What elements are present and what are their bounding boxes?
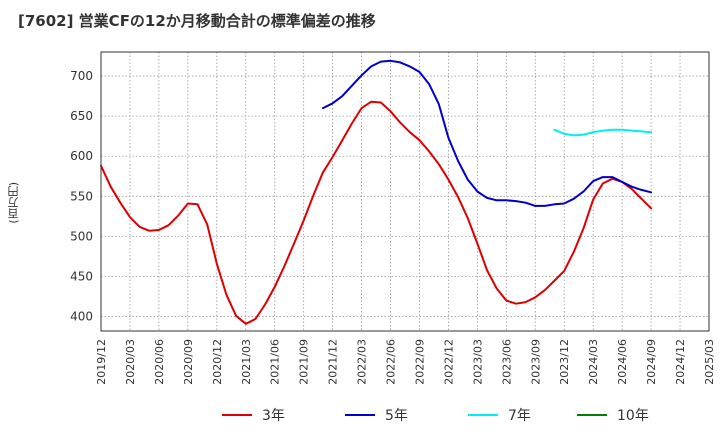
x-tick-label: 2020/03 (124, 339, 137, 385)
legend-swatch (468, 414, 498, 416)
x-tick-label: 2022/09 (413, 339, 426, 385)
x-tick-label: 2023/12 (558, 339, 571, 385)
x-tick-label: 2024/12 (674, 339, 687, 385)
legend-item: 10年 (577, 404, 649, 426)
y-tick-label: 450 (70, 269, 93, 283)
x-tick-label: 2025/03 (703, 339, 716, 385)
legend-label: 10年 (617, 408, 649, 424)
x-tick-labels: 2019/12 2020/03 2020/06 2020/09 2020/12 2021/… (95, 339, 716, 385)
x-tick-label: 2021/03 (240, 339, 253, 385)
legend-swatch (345, 414, 375, 416)
legend-swatch (577, 414, 607, 416)
x-tick-label: 2020/09 (182, 339, 195, 385)
y-tick-label: 400 (70, 310, 93, 324)
x-tick-label: 2024/09 (645, 339, 658, 385)
x-tick-label: 2024/06 (616, 339, 629, 385)
x-tick-label: 2020/12 (211, 339, 224, 385)
x-tick-label: 2020/06 (153, 339, 166, 385)
x-tick-label: 2023/03 (471, 339, 484, 385)
chart-title: [7602] 営業CFの12か月移動合計の標準偏差の推移 (18, 12, 376, 30)
y-tick-label: 500 (70, 229, 93, 243)
x-tick-label: 2021/12 (327, 339, 340, 385)
series-line-5年 (322, 59, 653, 207)
y-tick-label: 600 (70, 149, 93, 163)
series-layer (100, 59, 653, 325)
legend-swatch (222, 414, 252, 416)
x-tick-label: 2021/09 (298, 339, 311, 385)
legend-item: 5年 (345, 404, 408, 426)
legend-item: 7年 (468, 404, 531, 426)
legend-item: 3年 (222, 404, 285, 426)
y-tick-label: 700 (70, 69, 93, 83)
series-line-7年 (553, 128, 653, 137)
grid-layer (100, 52, 710, 331)
x-tick-label: 2019/12 (95, 339, 108, 385)
x-tick-label: 2021/06 (269, 339, 282, 385)
x-tick-label: 2022/12 (442, 339, 455, 385)
legend-label: 7年 (508, 408, 531, 424)
x-tick-label: 2023/09 (529, 339, 542, 385)
x-tick-label: 2024/03 (587, 339, 600, 385)
y-tick-labels: 400 450 500 550 600 650 700 (70, 69, 93, 324)
legend-label: 3年 (262, 408, 285, 424)
legend-label: 5年 (385, 408, 408, 424)
y-tick-label: 550 (70, 189, 93, 203)
plot-frame (100, 51, 710, 332)
x-tick-label: 2022/06 (385, 339, 398, 385)
legend: 3年 5年 7年 10年 (0, 404, 720, 426)
x-tick-label: 2022/03 (356, 339, 369, 385)
series-line-3年 (100, 100, 653, 325)
y-tick-label: 650 (70, 109, 93, 123)
x-tick-label: 2023/06 (500, 339, 513, 385)
